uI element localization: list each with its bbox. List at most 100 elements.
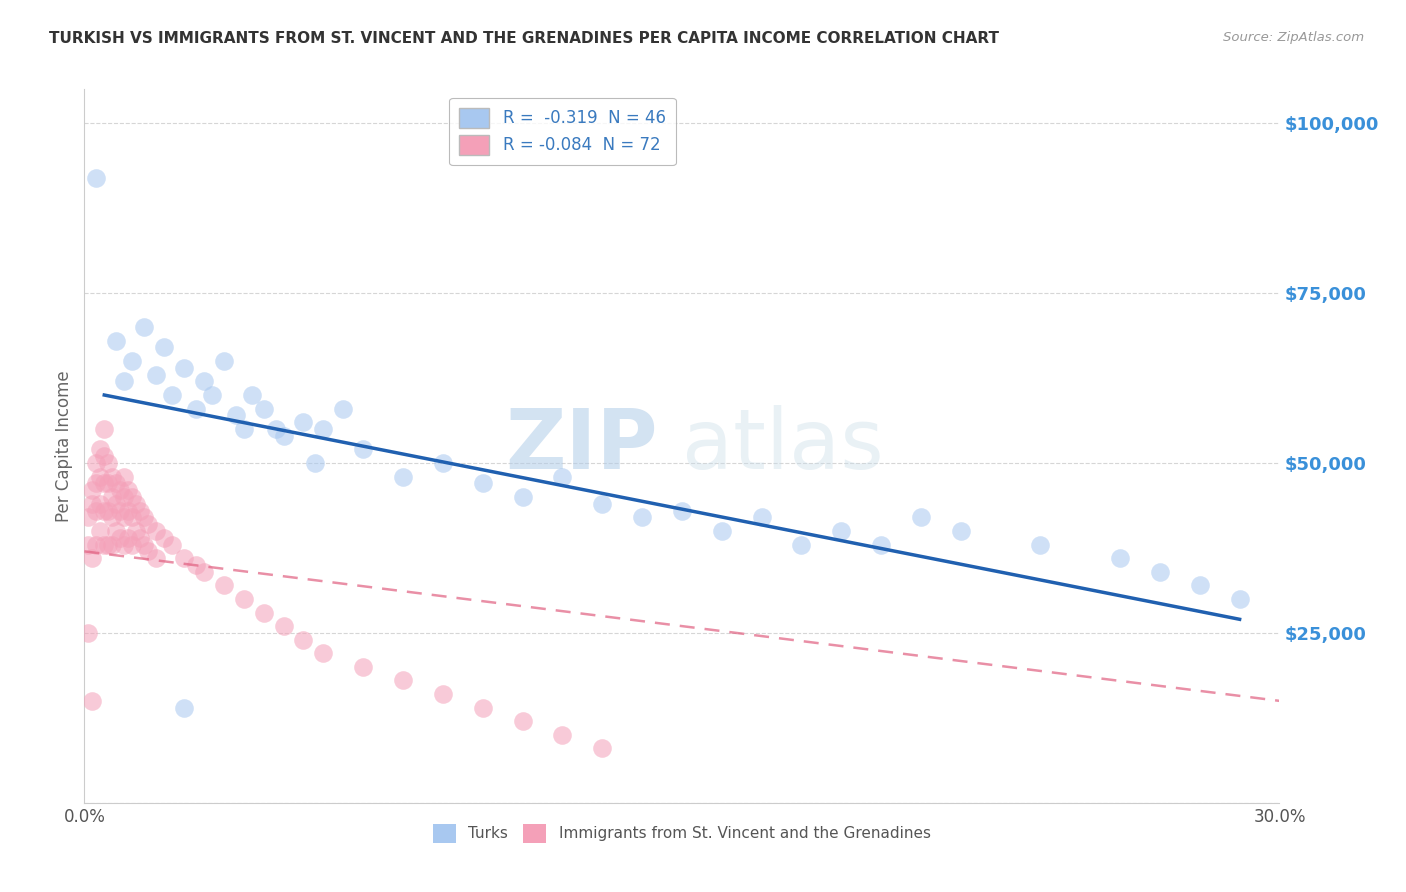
Point: [352, 660, 374, 674]
Point: [97, 503, 120, 517]
Point: [160, 537, 183, 551]
Point: [86, 456, 108, 470]
Point: [101, 510, 124, 524]
Point: [110, 503, 132, 517]
Point: [212, 354, 235, 368]
Point: [117, 503, 139, 517]
Point: [225, 409, 247, 423]
Point: [591, 741, 613, 756]
Point: [212, 578, 235, 592]
Point: [184, 401, 207, 416]
Point: [97, 456, 120, 470]
Point: [232, 422, 254, 436]
Point: [173, 551, 195, 566]
Point: [432, 456, 454, 470]
Point: [117, 483, 139, 498]
Point: [93, 449, 115, 463]
Legend: Turks, Immigrants from St. Vincent and the Grenadines: Turks, Immigrants from St. Vincent and t…: [427, 818, 936, 848]
Point: [471, 476, 494, 491]
Point: [77, 510, 100, 524]
Point: [89, 524, 111, 538]
Point: [121, 537, 143, 551]
Point: [253, 401, 276, 416]
Point: [551, 469, 574, 483]
Point: [671, 503, 693, 517]
Point: [105, 524, 128, 538]
Point: [631, 510, 654, 524]
Point: [253, 606, 276, 620]
Point: [145, 551, 167, 566]
Point: [105, 497, 128, 511]
Point: [82, 694, 104, 708]
Point: [292, 415, 315, 429]
Point: [89, 469, 111, 483]
Point: [89, 442, 111, 457]
Point: [93, 537, 115, 551]
Point: [86, 537, 108, 551]
Point: [512, 714, 534, 729]
Point: [1149, 565, 1171, 579]
Point: [77, 537, 100, 551]
Point: [173, 700, 195, 714]
Point: [304, 456, 326, 470]
Point: [153, 531, 176, 545]
Point: [160, 388, 183, 402]
Point: [145, 368, 167, 382]
Point: [86, 503, 108, 517]
Point: [86, 170, 108, 185]
Point: [77, 626, 100, 640]
Point: [136, 544, 159, 558]
Point: [93, 503, 115, 517]
Point: [112, 375, 135, 389]
Point: [949, 524, 972, 538]
Point: [273, 619, 295, 633]
Point: [591, 497, 613, 511]
Point: [125, 524, 148, 538]
Point: [710, 524, 733, 538]
Point: [240, 388, 263, 402]
Point: [910, 510, 932, 524]
Point: [1029, 537, 1052, 551]
Point: [551, 728, 574, 742]
Text: TURKISH VS IMMIGRANTS FROM ST. VINCENT AND THE GRENADINES PER CAPITA INCOME CORR: TURKISH VS IMMIGRANTS FROM ST. VINCENT A…: [49, 31, 1000, 46]
Text: atlas: atlas: [682, 406, 883, 486]
Point: [432, 687, 454, 701]
Point: [830, 524, 852, 538]
Point: [1109, 551, 1132, 566]
Point: [136, 517, 159, 532]
Point: [264, 422, 287, 436]
Point: [184, 558, 207, 572]
Point: [112, 537, 135, 551]
Point: [392, 673, 415, 688]
Point: [173, 360, 195, 375]
Point: [132, 320, 156, 334]
Point: [112, 469, 135, 483]
Point: [512, 490, 534, 504]
Point: [132, 510, 156, 524]
Point: [82, 483, 104, 498]
Point: [392, 469, 415, 483]
Text: Source: ZipAtlas.com: Source: ZipAtlas.com: [1223, 31, 1364, 45]
Point: [292, 632, 315, 647]
Point: [121, 490, 143, 504]
Text: ZIP: ZIP: [506, 406, 658, 486]
Point: [86, 476, 108, 491]
Point: [117, 531, 139, 545]
Point: [332, 401, 354, 416]
Point: [132, 537, 156, 551]
Point: [193, 565, 215, 579]
Point: [790, 537, 813, 551]
Point: [89, 497, 111, 511]
Point: [105, 334, 128, 348]
Point: [112, 490, 135, 504]
Point: [97, 537, 120, 551]
Point: [471, 700, 494, 714]
Point: [312, 646, 335, 660]
Point: [1229, 591, 1251, 606]
Point: [232, 591, 254, 606]
Point: [112, 510, 135, 524]
Point: [193, 375, 215, 389]
Point: [145, 524, 167, 538]
Point: [93, 422, 115, 436]
Point: [101, 469, 124, 483]
